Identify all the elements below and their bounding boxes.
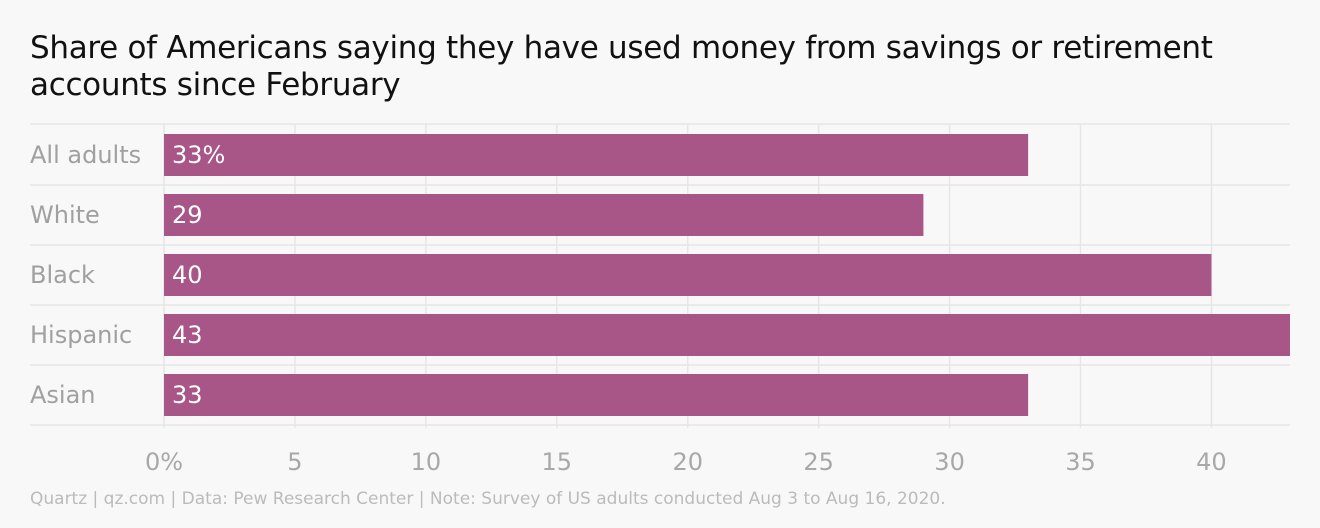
category-label: Asian <box>30 381 96 409</box>
bar-asian <box>164 374 1029 416</box>
x-tick-label: 10 <box>411 448 442 476</box>
bar-layer: 33% 29 40 43 33 <box>164 134 1290 416</box>
category-label-layer: All adults White Black Hispanic Asian <box>30 141 141 409</box>
x-tick-label: 40 <box>1196 448 1227 476</box>
tick-label-layer: 0% 5 10 15 20 25 30 35 40 <box>145 448 1227 476</box>
bar-value-label: 33% <box>172 141 225 169</box>
bar-black <box>164 254 1212 296</box>
x-tick-label: 35 <box>1065 448 1096 476</box>
x-tick-label: 20 <box>672 448 703 476</box>
bar-all-adults <box>164 134 1029 176</box>
category-label: White <box>30 201 100 229</box>
bar-value-label: 40 <box>172 261 203 289</box>
x-tick-label: 5 <box>287 448 302 476</box>
bar-hispanic <box>164 314 1290 356</box>
bar-value-label: 33 <box>172 381 203 409</box>
x-tick-label: 30 <box>934 448 965 476</box>
source-footer: Quartz | qz.com | Data: Pew Research Cen… <box>30 489 946 509</box>
bar-value-label: 29 <box>172 201 203 229</box>
x-tick-label: 15 <box>542 448 573 476</box>
category-label: All adults <box>30 141 141 169</box>
x-tick-label: 0% <box>145 448 183 476</box>
category-label: Hispanic <box>30 321 132 349</box>
chart-title: Share of Americans saying they have used… <box>30 30 1213 103</box>
x-tick-label: 25 <box>803 448 834 476</box>
bar-value-label: 43 <box>172 321 203 349</box>
category-label: Black <box>30 261 95 289</box>
bar-white <box>164 194 924 236</box>
